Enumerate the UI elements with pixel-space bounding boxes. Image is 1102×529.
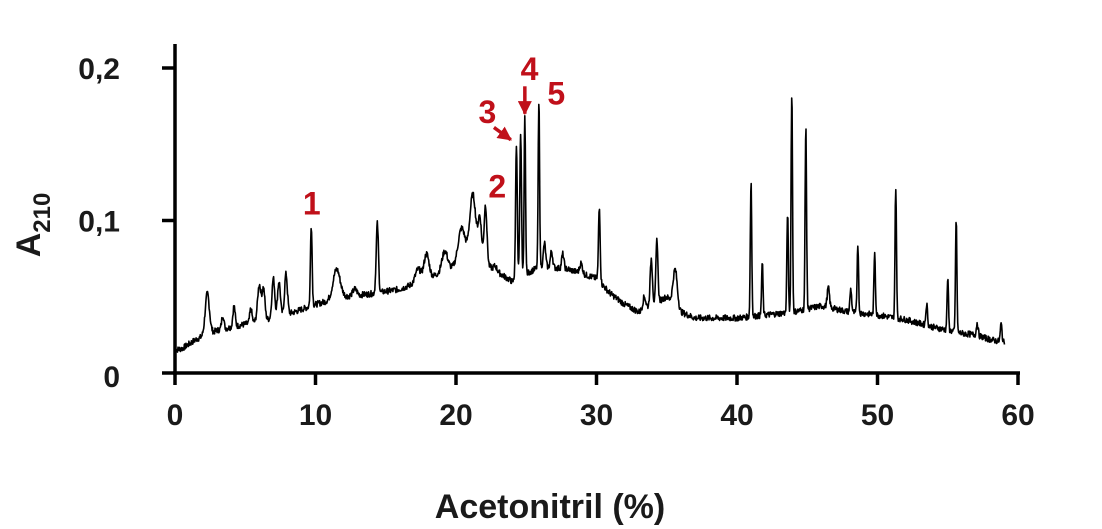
x-tick-label: 10 (299, 399, 332, 432)
y-tick-label: 0,2 (78, 53, 120, 86)
peak-label-1: 1 (303, 185, 321, 221)
x-ticks: 0 10 20 30 40 50 60 (167, 373, 1035, 432)
y-axis-title: A210 (10, 193, 56, 258)
peak-label-2: 2 (488, 169, 506, 205)
peak-annotations: 1 2 345 (303, 51, 565, 221)
y-tick-label: 0,1 (78, 206, 120, 239)
chromatogram-trace (174, 97, 1006, 354)
x-tick-label: 30 (580, 399, 613, 432)
y-axis-title-subscript: 210 (29, 193, 56, 233)
x-axis-title: Acetonitril (%) (435, 488, 665, 526)
svg-text:A210: A210 (10, 193, 56, 258)
peak-arrow-3 (492, 126, 512, 142)
axes (173, 44, 1020, 375)
y-ticks: 0 0,1 0,2 (78, 53, 175, 394)
x-tick-label: 0 (167, 399, 184, 432)
y-axis-title-base: A (10, 233, 48, 258)
peak-label-3: 3 (478, 94, 496, 130)
x-tick-label: 50 (861, 399, 894, 432)
x-tick-label: 20 (439, 399, 472, 432)
x-tick-label: 40 (720, 399, 753, 432)
peak-label-5: 5 (547, 76, 565, 112)
y-tick-label: 0 (103, 361, 120, 394)
x-tick-label: 60 (1001, 399, 1034, 432)
peak-label-4: 4 (521, 51, 539, 87)
